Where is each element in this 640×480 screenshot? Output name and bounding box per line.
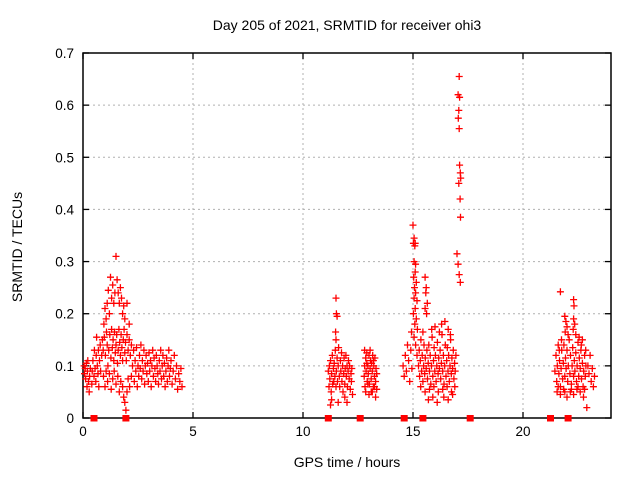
zero-flag-square	[122, 415, 130, 422]
x-tick-label: 0	[79, 424, 87, 439]
zero-flag-square	[324, 415, 332, 422]
y-tick-label: 0.2	[55, 307, 74, 322]
y-tick-label: 0.4	[55, 202, 74, 217]
plot-border	[82, 52, 612, 419]
x-tick-label: 10	[295, 424, 310, 439]
y-tick-label: 0.6	[55, 98, 74, 113]
zero-flag-square	[400, 415, 408, 422]
y-tick-label: 0.3	[55, 255, 74, 270]
zero-flag-square	[419, 415, 427, 422]
x-axis-label: GPS time / hours	[293, 454, 401, 470]
zero-flag-square	[90, 415, 98, 422]
y-tick-label: 0	[66, 411, 74, 426]
zero-flag-square	[466, 415, 474, 422]
zero-flag-square	[547, 415, 554, 422]
chart-title: Day 205 of 2021, SRMTID for receiver ohi…	[212, 17, 482, 33]
y-tick-label: 0.5	[55, 150, 74, 165]
x-tick-label: 20	[515, 424, 530, 439]
zero-flag-square	[564, 415, 572, 422]
y-tick-label: 0.7	[55, 46, 74, 61]
x-tick-label: 15	[405, 424, 420, 439]
y-tick-label: 0.1	[55, 359, 74, 374]
x-tick-label: 5	[189, 424, 197, 439]
zero-flag-square	[356, 415, 364, 422]
data-points-plus	[80, 73, 598, 414]
